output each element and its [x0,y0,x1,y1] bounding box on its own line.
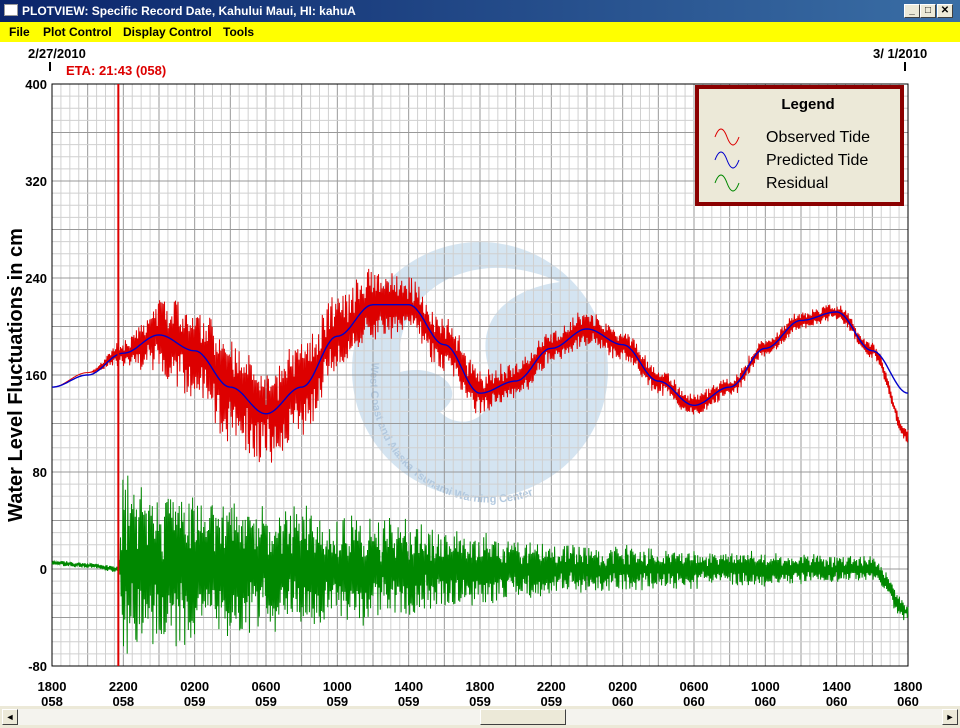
menu-bar: File Plot Control Display Control Tools [0,22,960,42]
plot-frame [51,83,909,667]
scroll-thumb[interactable] [480,709,566,725]
x-tick-label-time: 1000 [323,679,352,694]
x-tick-label-day: 058 [112,694,134,706]
x-tick-label-day: 060 [683,694,705,706]
minimize-button[interactable]: _ [904,4,920,18]
x-tick-label-day: 058 [41,694,63,706]
x-tick-label-day: 059 [255,694,277,706]
legend-label-residual: Residual [766,175,828,192]
eta-label: ETA: 21:43 (058) [66,63,166,78]
x-tick-label-time: 1800 [38,679,67,694]
menu-file[interactable]: File [9,25,30,39]
maximize-button[interactable]: □ [920,4,936,18]
y-tick-label: 80 [33,465,47,480]
horizontal-scrollbar[interactable]: ◄ ► [0,706,960,728]
close-button[interactable]: ✕ [937,4,953,18]
legend-swatch-residual [714,174,740,192]
legend-swatch-predicted [714,151,740,169]
x-tick-label-time: 1800 [466,679,495,694]
scroll-right-button[interactable]: ► [942,709,958,725]
x-tick-label-time: 1000 [751,679,780,694]
series-line-observed-tide [52,268,909,463]
title-bar: PLOTVIEW: Specific Record Date, Kahului … [0,0,960,22]
x-tick-label-time: 1400 [822,679,851,694]
x-tick-label-day: 059 [469,694,491,706]
plot-area: West Coast and Alaska Tsunami Warning Ce… [0,42,960,709]
menu-plot-control[interactable]: Plot Control [43,25,112,39]
x-tick-label-time: 0200 [608,679,637,694]
x-tick-label-day: 059 [540,694,562,706]
x-tick-label-day: 059 [398,694,420,706]
x-tick-label-time: 2200 [537,679,566,694]
legend-label-predicted: Predicted Tide [766,152,868,169]
series-line-predicted-tide [51,304,909,415]
x-tick-label-time: 1400 [394,679,423,694]
y-tick-label: 160 [25,368,47,383]
series-line-residual [51,475,909,654]
series-layer [51,268,909,654]
scroll-left-button[interactable]: ◄ [2,709,18,725]
y-tick-label: 240 [25,271,47,286]
y-tick-label: 320 [25,174,47,189]
x-tick-label-day: 060 [826,694,848,706]
window-title: PLOTVIEW: Specific Record Date, Kahului … [22,4,356,18]
x-tick-label-time: 0600 [680,679,709,694]
y-tick-labels: -80 0 80 160 240 320 400 [25,77,47,674]
x-tick-label-day: 060 [612,694,634,706]
date-right: 3/ 1/2010 [873,46,927,61]
x-tick-label-time: 2200 [109,679,138,694]
x-tick-labels: 1800058220005802000590600059100005914000… [38,679,923,709]
x-tick-label-day: 059 [184,694,206,706]
y-tick-label: 400 [25,77,47,92]
app-icon [4,4,18,16]
menu-tools[interactable]: Tools [223,25,255,39]
legend-label-observed: Observed Tide [766,129,870,146]
y-tick-label: 0 [40,562,47,577]
legend-box [695,85,904,206]
y-tick-label: -80 [28,659,47,674]
x-tick-label-time: 0200 [180,679,209,694]
x-tick-label-time: 1800 [894,679,923,694]
legend-title: Legend [781,96,834,113]
legend-swatch-observed [714,128,740,146]
x-tick-label-day: 060 [897,694,919,706]
date-left: 2/27/2010 [28,46,86,61]
tide-chart: West Coast and Alaska Tsunami Warning Ce… [5,46,927,709]
x-tick-label-time: 0600 [252,679,281,694]
x-tick-label-day: 060 [754,694,776,706]
legend: Legend Observed Tide Predicted Tide Resi… [695,85,904,206]
menu-display-control[interactable]: Display Control [123,25,212,39]
y-axis-label: Water Level Fluctuations in cm [5,228,27,522]
x-tick-label-day: 059 [326,694,348,706]
